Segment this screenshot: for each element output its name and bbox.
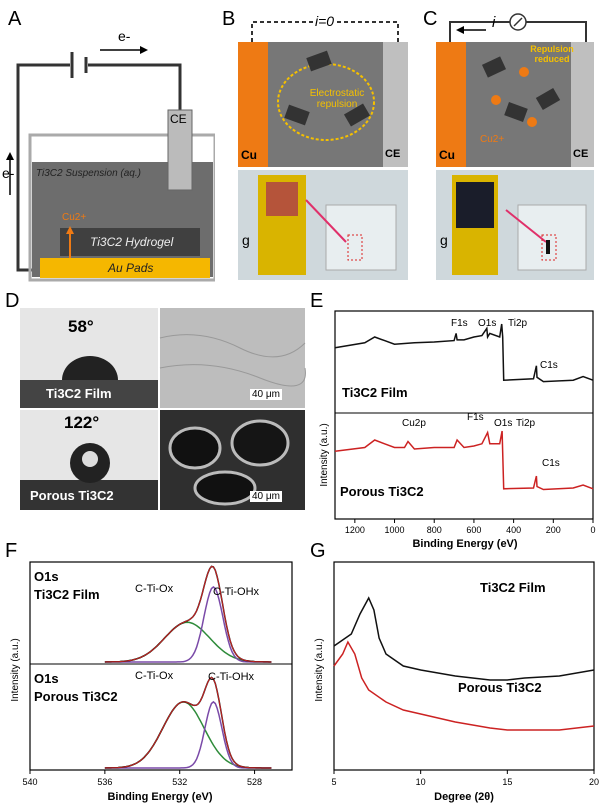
ce-label-a: CE	[170, 112, 187, 126]
hydrogel-label: Ti3C2 Hydrogel	[90, 235, 174, 249]
g-film-name: Ti3C2 Film	[480, 580, 546, 595]
e-ylabel: Intensity (a.u.)	[319, 423, 330, 486]
e-peak-c1s-film: C1s	[540, 360, 558, 371]
repulsion-label-b: Electrostatic repulsion	[309, 88, 365, 110]
repulsion-label-c: Repulsion reduced	[530, 44, 574, 64]
f-top-ox: C-Ti-Ox	[135, 583, 174, 595]
f-bot-name: Porous Ti3C2	[34, 689, 118, 704]
e-porous-name: Porous Ti3C2	[340, 484, 424, 499]
suspension-label: Ti3C2 Suspension (aq.)	[36, 168, 141, 179]
f-bot-ohx: C-Ti-OHx	[208, 671, 255, 683]
f-xtick-label: 540	[22, 777, 37, 787]
cu-label-b: Cu	[241, 148, 257, 162]
gravity-label-b: g	[242, 232, 250, 248]
f-bot-ox: C-Ti-Ox	[135, 670, 174, 682]
f-top-ohx: C-Ti-OHx	[213, 586, 260, 598]
panel-c-figure	[436, 13, 594, 280]
film-image-label: Ti3C2 Film	[46, 386, 112, 401]
e-xtick-label: 400	[506, 525, 521, 535]
f-envelope	[104, 565, 272, 663]
e-xlabel: Binding Energy (eV)	[412, 538, 517, 550]
e-xtick-label: 1000	[385, 525, 405, 535]
f-xlabel: Binding Energy (eV)	[107, 791, 212, 803]
g-xlabel: Degree (2θ)	[434, 791, 494, 803]
panel-label-g: G	[310, 540, 326, 562]
g-xtick-label: 20	[589, 777, 599, 787]
g-xtick-label: 10	[416, 777, 426, 787]
panel-g-chart: 5 10 15 20 Intensity (a.u.) Degree (2θ)	[314, 561, 599, 803]
current-label-c: i	[492, 14, 496, 31]
g-porous-name: Porous Ti3C2	[458, 680, 542, 695]
e-xtick-label: 600	[466, 525, 481, 535]
f-fit-ohx	[104, 700, 272, 769]
cu-ion-label-a: Cu2+	[62, 212, 87, 223]
f-fit-ox	[104, 621, 272, 663]
e-xtick-label: 0	[590, 525, 595, 535]
f-xtick-label: 528	[247, 777, 262, 787]
ce-label-c: CE	[573, 148, 589, 160]
electron-label-left: e-	[2, 165, 15, 181]
f-top-o1s: O1s	[34, 569, 59, 584]
panel-a-schematic	[6, 46, 215, 282]
e-film-name: Ti3C2 Film	[342, 385, 408, 400]
e-peak-ti2p-film: Ti2p	[508, 318, 528, 329]
e-peak-f1s-porous: F1s	[467, 412, 484, 423]
f-xtick-label: 532	[172, 777, 187, 787]
e-peak-o1s-film: O1s	[478, 318, 497, 329]
g-xtick-label: 5	[331, 777, 336, 787]
panel-label-d: D	[5, 290, 20, 312]
contact-angle-porous: 122°	[64, 413, 100, 432]
pads-label: Au Pads	[108, 261, 154, 275]
cu-ion-label-c: Cu2+	[480, 134, 505, 145]
f-raw	[104, 565, 272, 663]
e-peak-c1s-porous: C1s	[542, 458, 560, 469]
panel-label-b: B	[222, 8, 236, 30]
panel-label-f: F	[5, 540, 18, 562]
panel-label-e: E	[310, 290, 324, 312]
ce-label-b: CE	[385, 148, 401, 160]
e-peak-ti2p-porous: Ti2p	[516, 418, 536, 429]
f-fit-ohx	[104, 586, 272, 663]
electron-label-top: e-	[118, 28, 131, 44]
scale-bar-2: 40 μm	[250, 491, 282, 502]
xrd-series-film	[333, 596, 595, 681]
f-top-name: Ti3C2 Film	[34, 587, 100, 602]
panel-label-a: A	[8, 8, 22, 30]
f-ylabel: Intensity (a.u.)	[10, 638, 21, 701]
gravity-label-c: g	[440, 232, 448, 248]
porous-image-label: Porous Ti3C2	[30, 488, 114, 503]
panel-label-c: C	[423, 8, 438, 30]
f-envelope	[104, 676, 272, 769]
panel-f-chart: 540 536 532 528 Intensity (a.u.) Binding En…	[10, 561, 293, 803]
e-peak-o1s-porous: O1s	[494, 418, 513, 429]
f-raw	[104, 676, 272, 769]
xrd-series-porous	[333, 640, 595, 731]
current-label-b: i=0	[313, 13, 337, 29]
e-xtick-label: 800	[427, 525, 442, 535]
cu-label-c: Cu	[439, 148, 455, 162]
e-xtick-label: 200	[546, 525, 561, 535]
f-xtick-label: 536	[97, 777, 112, 787]
g-xtick-label: 15	[502, 777, 512, 787]
g-ylabel: Intensity (a.u.)	[314, 638, 325, 701]
e-peak-f1s-film: F1s	[451, 318, 468, 329]
scale-bar-1: 40 μm	[250, 389, 282, 400]
panel-e-chart: 1200 1000 800 600 400 200 0 Intensity (a.u.) B…	[319, 310, 596, 550]
panel-b-figure	[238, 21, 408, 280]
xps-series-film	[334, 323, 594, 383]
e-xtick-label: 1200	[345, 525, 365, 535]
contact-angle-film: 58°	[68, 317, 94, 336]
f-fit-ox	[104, 701, 272, 769]
xps-series-porous	[334, 430, 594, 491]
f-bot-o1s: O1s	[34, 671, 59, 686]
panel-d-images	[20, 308, 306, 510]
e-peak-cu2p-porous: Cu2p	[402, 418, 426, 429]
